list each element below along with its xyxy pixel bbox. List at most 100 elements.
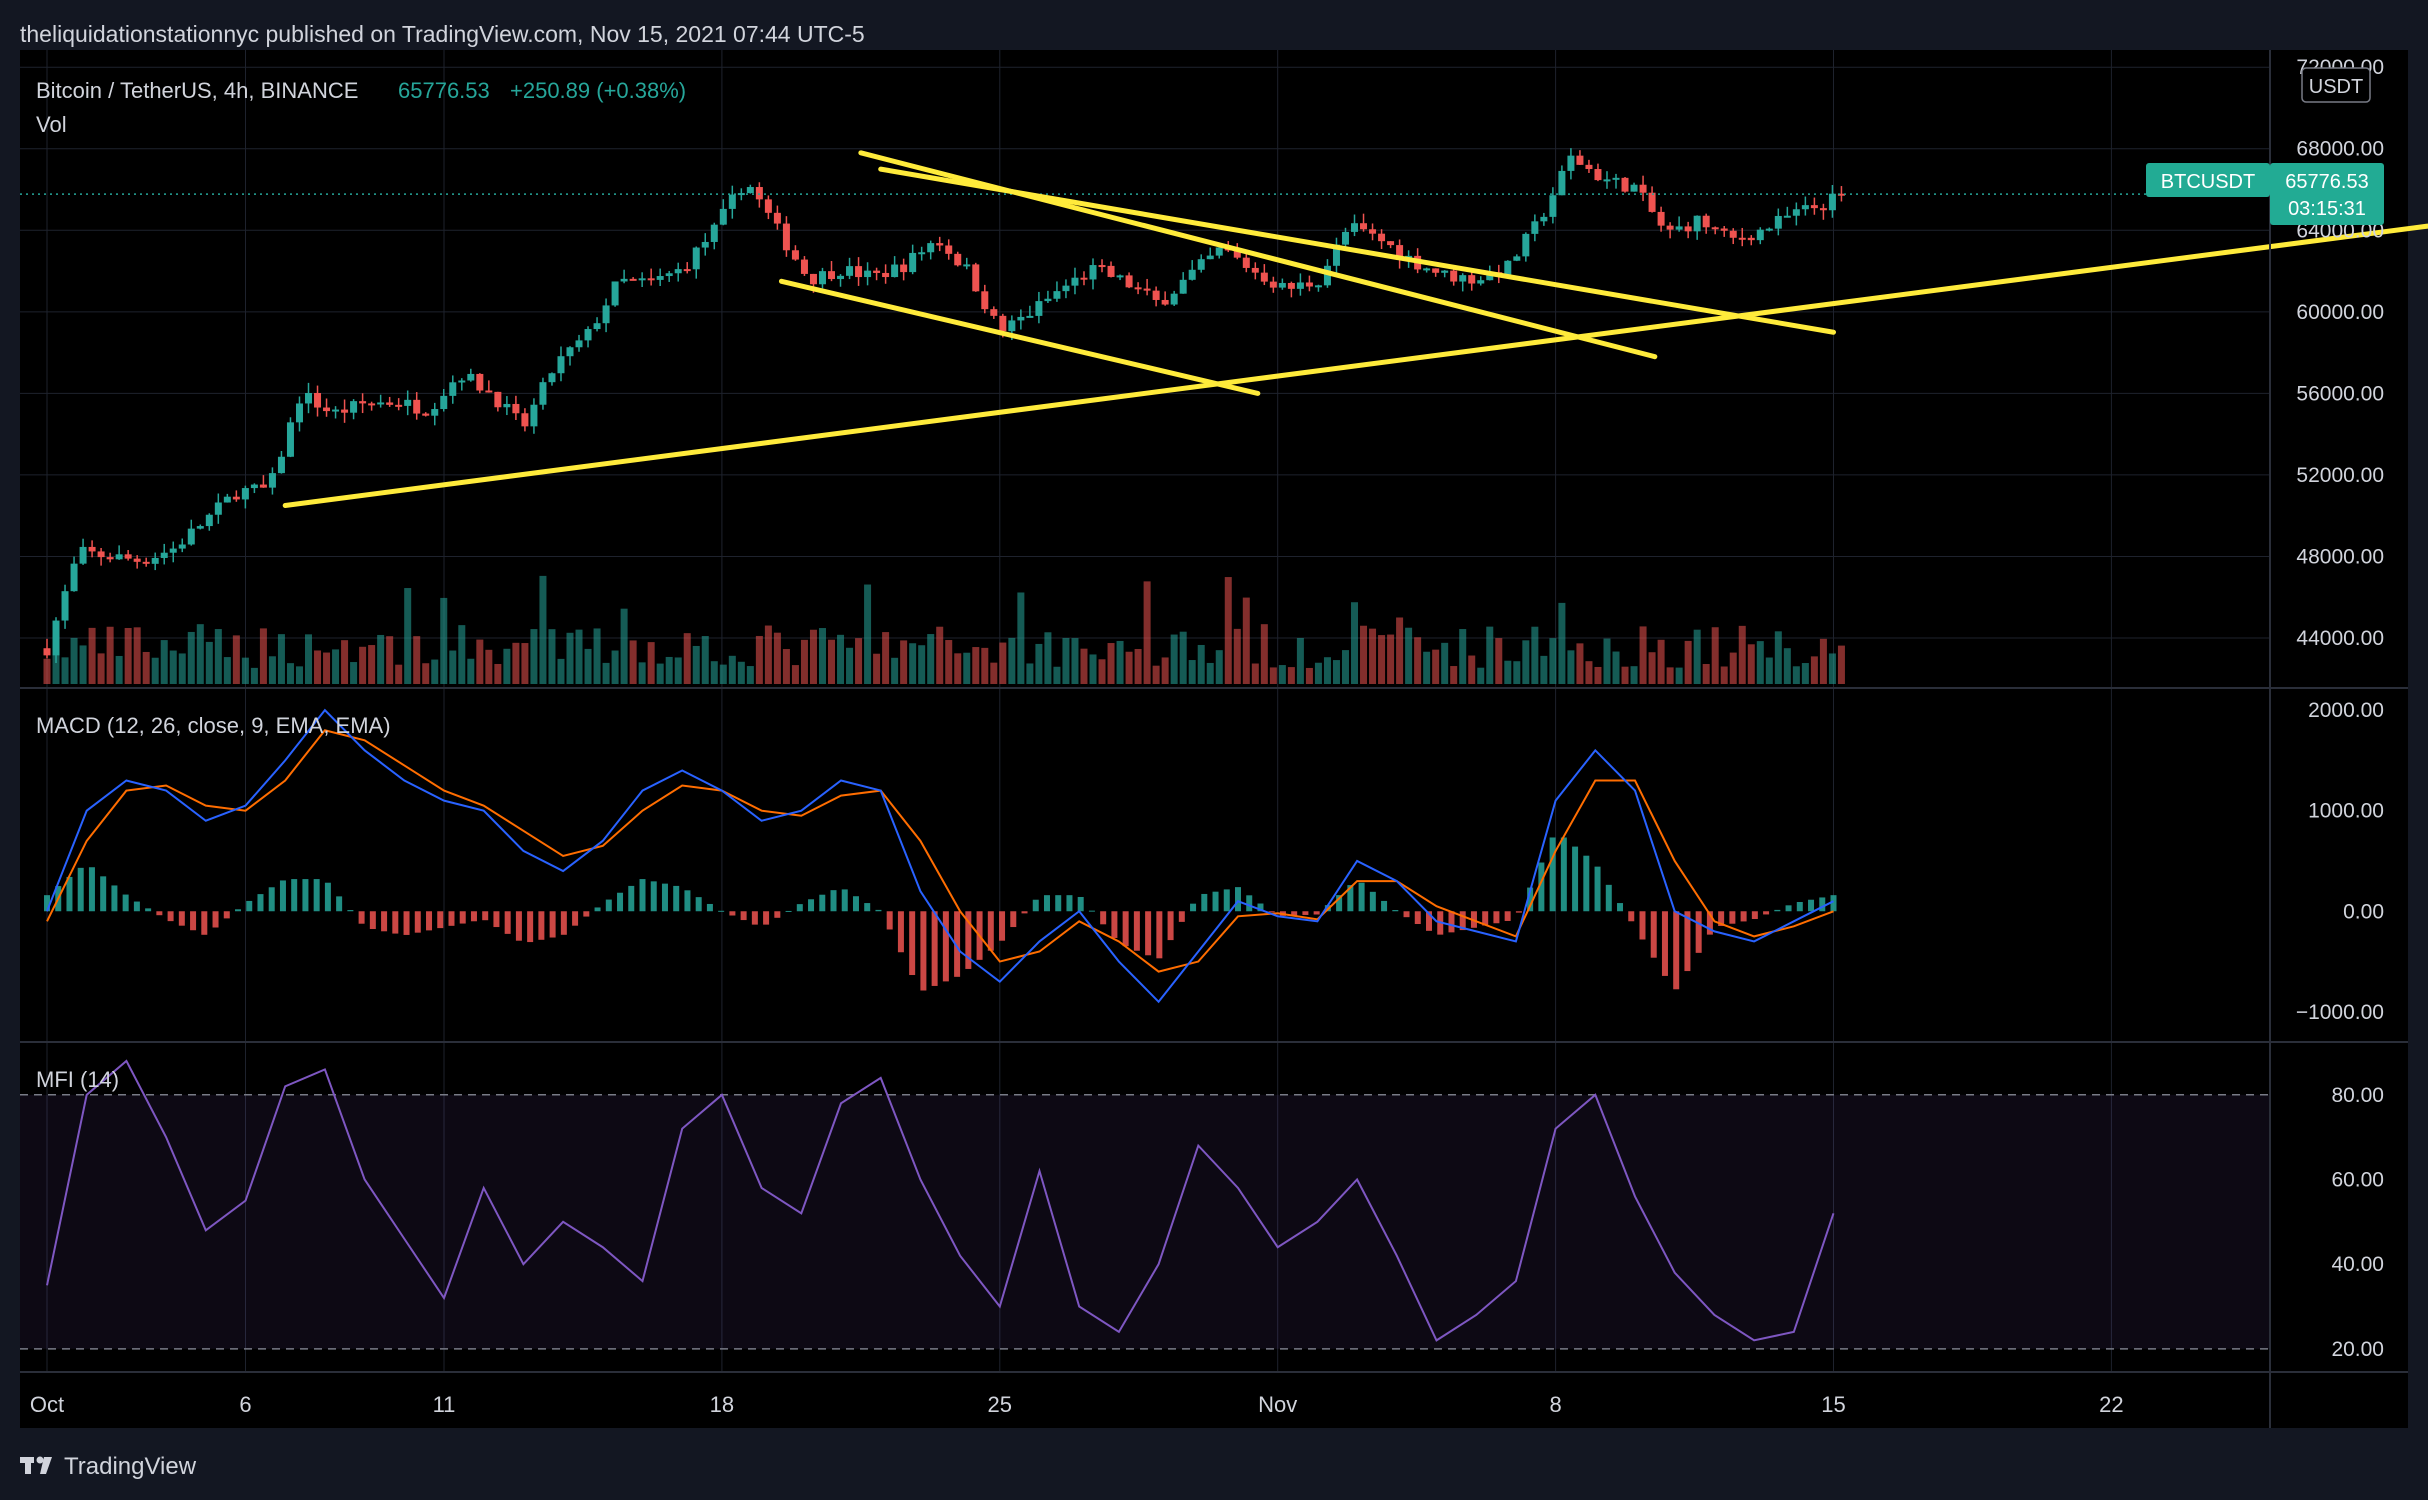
candle-body <box>809 273 817 285</box>
time-axis[interactable]: Oct 6 11 18 25 Nov 8 15 22 <box>30 1392 2124 1417</box>
volume-legend[interactable]: Vol <box>36 112 67 137</box>
publish-line: theliquidationstationnyc published on Tr… <box>20 21 865 47</box>
candle-body <box>286 422 294 457</box>
macd-histogram-bar <box>1347 885 1354 912</box>
volume-bar <box>882 632 890 684</box>
symbol-legend[interactable]: Bitcoin / TetherUS, 4h, BINANCE <box>36 78 358 103</box>
volume-bar <box>61 657 69 684</box>
candle-body <box>773 212 781 224</box>
volume-bar <box>1504 660 1512 684</box>
volume-bar <box>1287 667 1295 684</box>
candle-body <box>548 373 556 383</box>
macd-pane <box>44 708 1837 1004</box>
currency-badge[interactable] <box>2301 67 2371 103</box>
volume-bar <box>584 648 592 684</box>
candle-body <box>692 247 700 270</box>
macd-histogram-bar <box>1021 911 1028 914</box>
brand-name[interactable]: TradingView <box>64 1453 197 1480</box>
candle-body <box>377 402 385 405</box>
symbol-tag-label: BTCUSDT <box>2161 171 2255 193</box>
candle-body <box>124 554 132 559</box>
macd-histogram-bar <box>1695 911 1702 953</box>
volume-bar <box>187 631 195 684</box>
price-scale-area[interactable] <box>2270 50 2408 1372</box>
macd-histogram-bar <box>1156 911 1163 959</box>
volume-bar <box>1071 638 1079 684</box>
volume-bar <box>981 647 989 684</box>
volume-bar <box>1341 650 1349 684</box>
time-axis-area[interactable] <box>20 1372 2408 1428</box>
macd-histogram-bar <box>1212 891 1219 912</box>
volume-bar <box>1405 627 1413 684</box>
volume-bar <box>1360 625 1368 684</box>
volume-bar <box>764 625 772 684</box>
mfi-scale[interactable]: 80.00 60.00 40.00 20.00 <box>2331 1084 2384 1361</box>
candle-body <box>494 391 502 408</box>
last-price-legend: 65776.53 <box>398 78 490 103</box>
volume-bar <box>873 653 881 684</box>
candle-body <box>232 496 240 500</box>
volume-bar <box>1540 655 1548 684</box>
time-tick-label: 22 <box>2099 1392 2123 1417</box>
candle-body <box>1774 215 1782 229</box>
macd-histogram-bar <box>673 885 680 912</box>
time-tick-label: 25 <box>988 1392 1012 1417</box>
volume-bar <box>1576 643 1584 684</box>
volume-bar <box>1657 639 1665 684</box>
candle-body <box>1828 193 1836 211</box>
macd-histogram-bar <box>1785 905 1792 912</box>
volume-bar <box>512 642 520 684</box>
candle-body <box>566 347 574 357</box>
candle-body <box>1387 241 1395 246</box>
price-tick-label: 64000.00 <box>2296 219 2384 242</box>
candle-body <box>719 208 727 225</box>
candle-body <box>404 399 412 406</box>
macd-histogram-bar <box>133 901 140 912</box>
macd-histogram-bar <box>931 911 938 986</box>
volume-bar <box>746 666 754 684</box>
candle-body <box>1269 281 1277 288</box>
trendline <box>778 278 1261 396</box>
volume-bar <box>151 657 159 684</box>
macd-histogram-bar <box>1515 911 1522 913</box>
candle-body <box>972 264 980 292</box>
macd-histogram-bar <box>886 911 893 930</box>
volume-bar <box>485 649 493 684</box>
macd-histogram-bar <box>504 911 511 934</box>
candle-body <box>485 390 493 393</box>
volume-bar <box>1026 663 1034 684</box>
candle-body <box>1017 316 1025 321</box>
price-scale[interactable]: 72000.0068000.0064000.0060000.0056000.00… <box>2296 56 2384 650</box>
candle-body <box>512 403 520 414</box>
candle-body <box>1684 226 1692 232</box>
price-tick-label: 60000.00 <box>2296 301 2384 324</box>
volume-bar <box>728 655 736 684</box>
tradingview-logo-icon[interactable] <box>20 1456 52 1475</box>
candle-body <box>539 382 547 405</box>
volume-bar <box>97 653 105 684</box>
candle-body <box>277 456 285 474</box>
volume-bar <box>305 634 313 684</box>
plot-area[interactable] <box>20 50 2270 1372</box>
volume-bar <box>828 639 836 684</box>
macd-histogram-bar <box>1392 910 1399 912</box>
macd-scale[interactable]: 2000.00 1000.00 0.00 −1000.00 <box>2296 699 2384 1024</box>
macd-histogram-bar <box>426 911 433 931</box>
candle-body <box>169 548 177 553</box>
volume-bar <box>1188 660 1196 684</box>
volume-bar <box>1116 640 1124 684</box>
symbol-tag <box>2146 163 2270 197</box>
macd-legend[interactable]: MACD (12, 26, close, 9, EMA, EMA) <box>36 713 391 738</box>
volume-bar <box>1017 592 1025 684</box>
macd-histogram-bar <box>1560 837 1567 912</box>
volume-bar <box>593 628 601 684</box>
volume-bar <box>341 640 349 684</box>
candle-body <box>602 305 610 324</box>
macd-histogram-bar <box>549 911 556 938</box>
mfi-legend[interactable]: MFI (14) <box>36 1067 119 1092</box>
volume-bar <box>1477 667 1485 684</box>
candle-body <box>1125 275 1133 288</box>
volume-bar <box>1720 666 1728 684</box>
volume-bar <box>1179 631 1187 684</box>
